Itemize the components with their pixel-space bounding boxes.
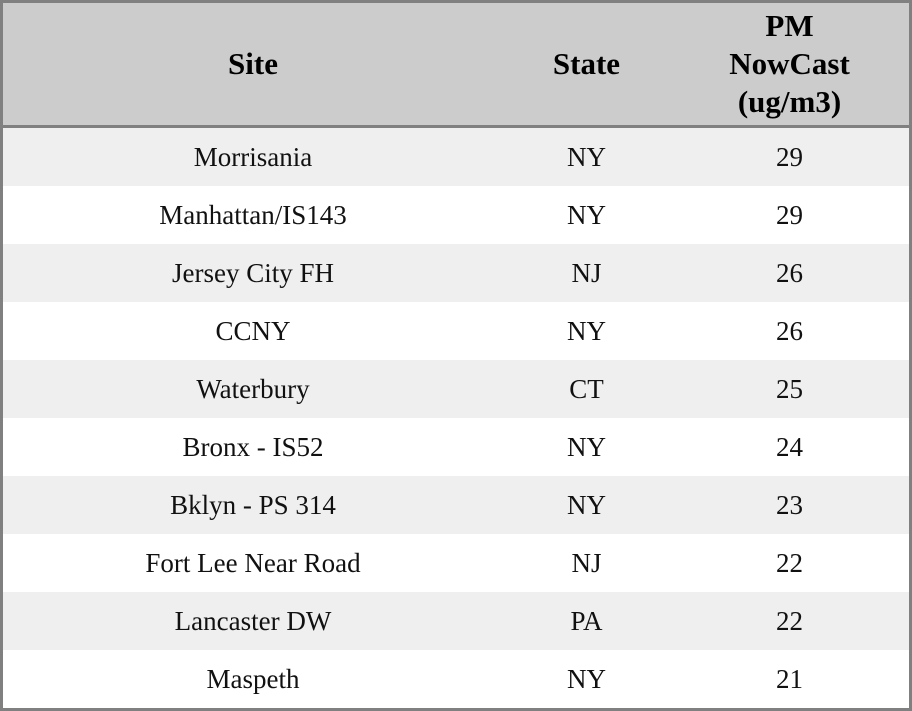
pm-nowcast-table: Site State PM NowCast (ug/m3) Morrisania… [3, 3, 909, 708]
cell-state: NY [503, 650, 670, 708]
cell-pm-nowcast: 26 [670, 302, 909, 360]
cell-site: Jersey City FH [3, 244, 503, 302]
cell-site: Waterbury [3, 360, 503, 418]
cell-site: CCNY [3, 302, 503, 360]
column-header-pm-nowcast-line-1: PM [765, 8, 814, 43]
cell-site: Morrisania [3, 126, 503, 186]
cell-state: NJ [503, 534, 670, 592]
column-header-pm-nowcast-line-3: (ug/m3) [737, 84, 842, 119]
table-row: Maspeth NY 21 [3, 650, 909, 708]
table-row: Morrisania NY 29 [3, 126, 909, 186]
table-row: Jersey City FH NJ 26 [3, 244, 909, 302]
cell-state: NJ [503, 244, 670, 302]
cell-pm-nowcast: 22 [670, 592, 909, 650]
cell-state: NY [503, 476, 670, 534]
table-row: CCNY NY 26 [3, 302, 909, 360]
cell-state: NY [503, 126, 670, 186]
cell-pm-nowcast: 21 [670, 650, 909, 708]
column-header-pm-nowcast-line-2: NowCast [729, 46, 850, 81]
cell-pm-nowcast: 22 [670, 534, 909, 592]
table-header-row: Site State PM NowCast (ug/m3) [3, 3, 909, 128]
table-row: Waterbury CT 25 [3, 360, 909, 418]
column-header-pm-nowcast: PM NowCast (ug/m3) [670, 3, 909, 128]
column-header-state: State [503, 3, 670, 128]
cell-pm-nowcast: 23 [670, 476, 909, 534]
cell-state: NY [503, 302, 670, 360]
column-header-site: Site [3, 3, 503, 128]
cell-pm-nowcast: 26 [670, 244, 909, 302]
cell-pm-nowcast: 29 [670, 126, 909, 186]
column-header-state-line-1: State [552, 46, 621, 81]
cell-pm-nowcast: 25 [670, 360, 909, 418]
cell-site: Maspeth [3, 650, 503, 708]
cell-pm-nowcast: 29 [670, 186, 909, 244]
cell-state: CT [503, 360, 670, 418]
cell-site: Lancaster DW [3, 592, 503, 650]
cell-site: Bklyn - PS 314 [3, 476, 503, 534]
table-body: Morrisania NY 29 Manhattan/IS143 NY 29 J… [3, 126, 909, 708]
cell-state: NY [503, 418, 670, 476]
cell-site: Manhattan/IS143 [3, 186, 503, 244]
table-row: Bronx - IS52 NY 24 [3, 418, 909, 476]
table-row: Bklyn - PS 314 NY 23 [3, 476, 909, 534]
cell-state: NY [503, 186, 670, 244]
table-row: Lancaster DW PA 22 [3, 592, 909, 650]
cell-site: Fort Lee Near Road [3, 534, 503, 592]
cell-pm-nowcast: 24 [670, 418, 909, 476]
column-header-site-line-1: Site [228, 46, 278, 81]
table-header: Site State PM NowCast (ug/m3) [3, 3, 909, 128]
cell-site: Bronx - IS52 [3, 418, 503, 476]
cell-state: PA [503, 592, 670, 650]
table-row: Fort Lee Near Road NJ 22 [3, 534, 909, 592]
table-row: Manhattan/IS143 NY 29 [3, 186, 909, 244]
